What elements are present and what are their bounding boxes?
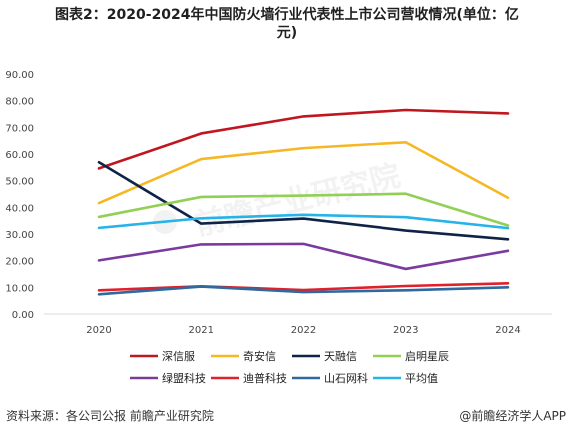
series-line-1	[97, 108, 510, 170]
series-line-8	[97, 213, 510, 230]
y-tick-label: 10.00	[5, 283, 34, 294]
watermark-text: 前瞻产业研究院	[192, 158, 404, 243]
y-tick-label: 90.00	[5, 70, 34, 81]
chart-title-line2: 元)	[276, 25, 298, 41]
brand-credit: @前瞻经济学人APP	[459, 409, 566, 423]
source-note: 资料来源：各公司公报 前瞻产业研究院	[6, 409, 214, 423]
x-tick-label: 2022	[291, 325, 316, 336]
chart-title: 图表2：2020-2024年中国防火墙行业代表性上市公司营收情况(单位：亿 元)	[0, 6, 574, 42]
x-tick-label: 2023	[393, 325, 418, 336]
legend-label: 奇安信	[243, 349, 276, 363]
series-line-4	[97, 192, 510, 227]
legend-label: 山石网科	[324, 371, 368, 385]
y-tick-label: 30.00	[5, 230, 34, 241]
legend-label: 深信服	[162, 350, 195, 363]
legend-label: 启明星辰	[405, 350, 449, 363]
legend-label: 绿盟科技	[162, 371, 206, 385]
x-tick-label: 2021	[189, 325, 214, 336]
y-tick-label: 20.00	[5, 257, 34, 268]
series-line-2	[97, 140, 510, 205]
y-tick-label: 0.00	[12, 310, 34, 321]
legend-label: 天融信	[324, 350, 357, 363]
y-tick-label: 60.00	[5, 150, 34, 161]
legend-label: 迪普科技	[243, 371, 287, 385]
x-tick-label: 2024	[495, 325, 520, 336]
legend-label: 平均值	[405, 372, 438, 385]
y-tick-label: 40.00	[5, 203, 34, 214]
series-line-7	[97, 285, 510, 296]
y-tick-label: 50.00	[5, 177, 34, 188]
y-tick-label: 70.00	[5, 123, 34, 134]
series-line-5	[97, 242, 510, 271]
chart-title-line1: 图表2：2020-2024年中国防火墙行业代表性上市公司营收情况(单位：亿	[55, 7, 519, 23]
y-tick-label: 80.00	[5, 97, 34, 108]
x-tick-label: 2020	[86, 325, 111, 336]
series-line-6	[97, 282, 510, 292]
